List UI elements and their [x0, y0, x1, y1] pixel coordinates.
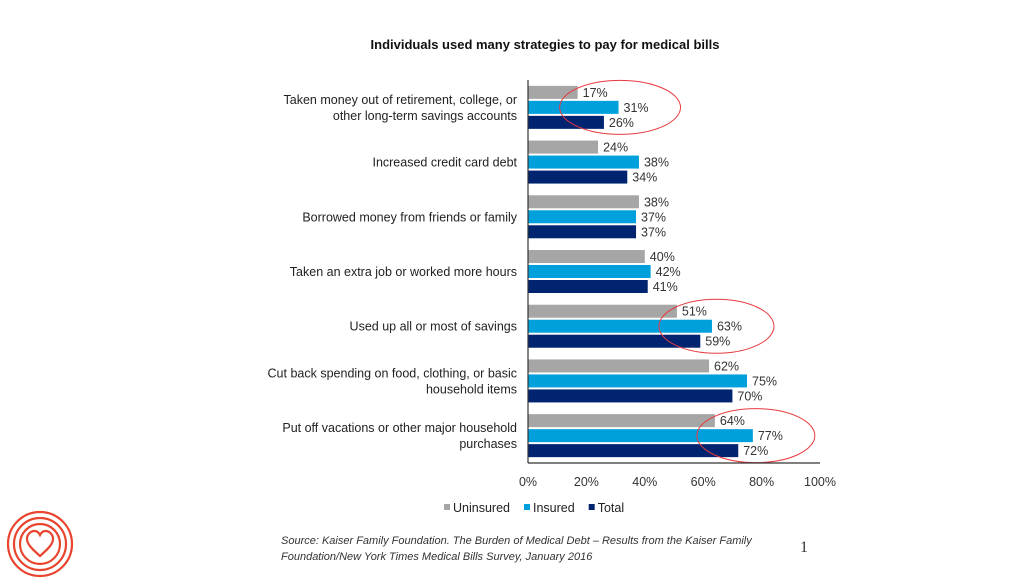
bar-insured	[528, 374, 747, 388]
legend-label-uninsured: Uninsured	[453, 501, 510, 515]
data-label: 41%	[653, 280, 678, 294]
heart-logo-icon	[6, 510, 74, 578]
source-note: Source: Kaiser Family Foundation. The Bu…	[281, 533, 781, 565]
data-label: 63%	[717, 320, 742, 334]
bar-uninsured	[528, 359, 710, 373]
source-line-2: Foundation/New York Times Medical Bills …	[281, 551, 593, 563]
data-label: 34%	[632, 171, 657, 185]
bar-total	[528, 170, 628, 184]
data-label: 70%	[737, 389, 762, 403]
bar-insured	[528, 319, 712, 333]
category-label: purchases	[459, 437, 517, 451]
data-label: 37%	[641, 210, 666, 224]
bar-total	[528, 444, 739, 458]
chart-title: Individuals used many strategies to pay …	[371, 37, 720, 52]
x-tick-label: 80%	[749, 475, 774, 489]
category-label: Used up all or most of savings	[350, 320, 517, 334]
bar-insured	[528, 265, 651, 278]
category-label: Borrowed money from friends or family	[302, 210, 517, 224]
bar-total	[528, 225, 637, 239]
data-label: 26%	[609, 116, 634, 130]
bar-insured	[528, 210, 637, 224]
highlight-circle	[559, 79, 682, 135]
data-label: 64%	[720, 414, 745, 428]
data-label: 72%	[743, 444, 768, 458]
bar-insured	[528, 155, 639, 169]
category-label: household items	[426, 382, 517, 396]
highlight-circle	[658, 298, 775, 354]
bar-uninsured	[528, 304, 677, 318]
data-label: 42%	[656, 265, 681, 279]
data-label: 40%	[650, 250, 675, 264]
data-label: 31%	[624, 101, 649, 115]
bar-total	[528, 389, 733, 403]
data-label: 38%	[644, 195, 669, 209]
legend-swatch-insured	[523, 504, 530, 510]
x-tick-label: 0%	[519, 475, 537, 489]
bar-total	[528, 115, 604, 129]
data-label: 37%	[641, 225, 666, 239]
x-tick-label: 60%	[691, 475, 716, 489]
x-tick-label: 40%	[632, 475, 657, 489]
bar-insured	[528, 429, 753, 443]
category-label: other long-term savings accounts	[333, 109, 517, 123]
category-label: Increased credit card debt	[372, 156, 517, 170]
bar-uninsured	[528, 414, 715, 428]
bar-uninsured	[528, 140, 599, 154]
category-label: Taken money out of retirement, college, …	[284, 93, 517, 107]
page-number: 1	[800, 539, 808, 556]
category-label: Taken an extra job or worked more hours	[290, 265, 517, 279]
legend-label-total: Total	[598, 501, 624, 515]
x-tick-label: 20%	[574, 475, 599, 489]
bar-uninsured	[528, 250, 645, 263]
legend-swatch-uninsured	[444, 504, 450, 510]
data-label: 51%	[682, 305, 707, 319]
x-tick-label: 100%	[804, 475, 836, 489]
bar-total	[528, 280, 648, 293]
category-label: Cut back spending on food, clothing, or …	[268, 366, 517, 380]
bar-total	[528, 334, 701, 348]
source-line-1: Source: Kaiser Family Foundation. The Bu…	[281, 535, 752, 547]
data-label: 77%	[758, 429, 783, 443]
data-label: 59%	[705, 335, 730, 349]
data-label: 38%	[644, 156, 669, 170]
bar-insured	[528, 100, 619, 114]
bar-uninsured	[528, 195, 639, 209]
legend-swatch-total	[588, 504, 595, 510]
data-label: 62%	[714, 359, 739, 373]
data-label: 17%	[583, 86, 608, 100]
data-label: 24%	[603, 141, 628, 155]
legend-label-insured: Insured	[533, 501, 575, 515]
category-label: Put off vacations or other major househo…	[282, 421, 517, 435]
data-label: 75%	[752, 374, 777, 388]
